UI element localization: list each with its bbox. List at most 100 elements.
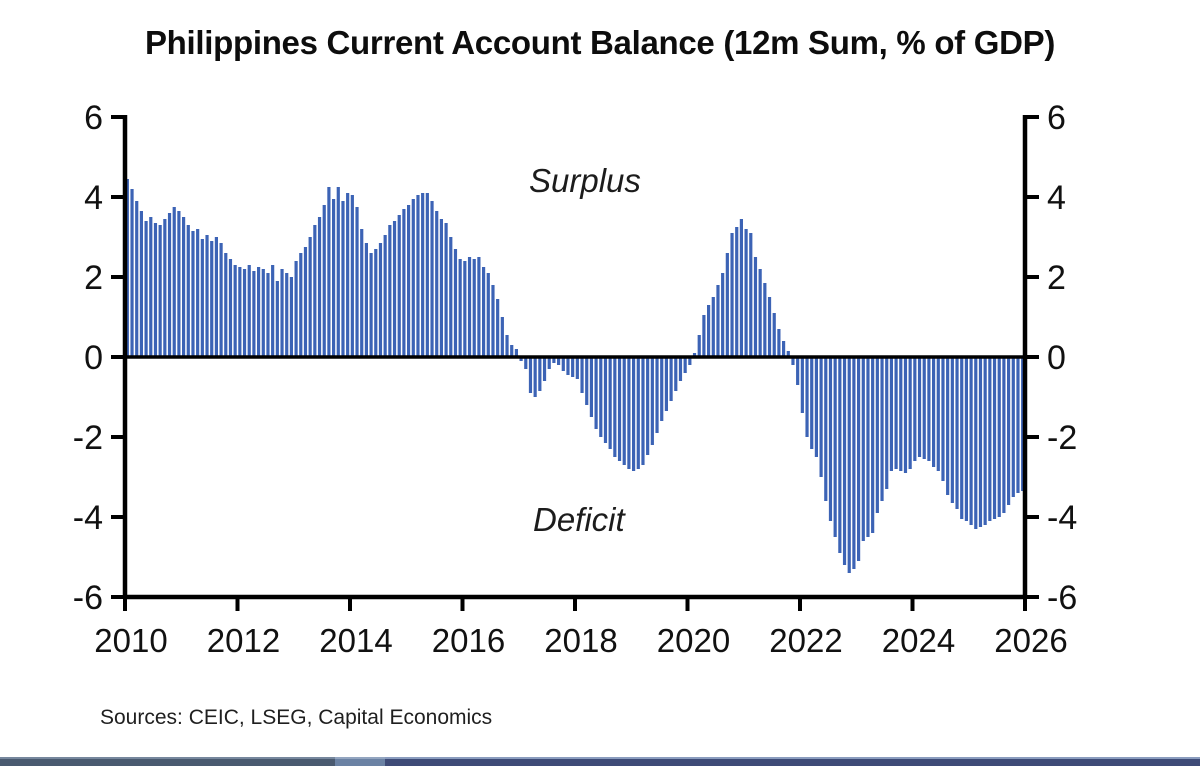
bar	[730, 233, 734, 357]
bar	[636, 357, 640, 469]
bar	[177, 211, 181, 357]
bar	[214, 237, 218, 357]
bar	[932, 357, 936, 467]
bar	[313, 225, 317, 357]
bar	[477, 257, 481, 357]
bar	[496, 299, 500, 357]
bar	[786, 351, 790, 357]
bar	[842, 357, 847, 565]
bar	[1002, 357, 1006, 513]
bar	[664, 357, 668, 411]
bar	[927, 357, 931, 461]
bar	[913, 357, 917, 461]
bar	[585, 357, 589, 405]
bar	[688, 357, 692, 365]
bar	[711, 297, 715, 357]
bar	[163, 219, 167, 357]
bar	[453, 249, 458, 357]
bar	[364, 243, 368, 357]
bar	[1021, 357, 1025, 491]
bar	[510, 345, 514, 357]
bar	[402, 209, 406, 357]
bar	[167, 213, 172, 357]
bar	[650, 357, 654, 445]
bar	[885, 357, 889, 489]
bar	[463, 261, 467, 357]
bar	[547, 357, 551, 369]
bar	[753, 257, 758, 357]
bar	[289, 277, 293, 357]
bar	[969, 357, 973, 525]
bar	[186, 225, 190, 357]
bar	[158, 225, 162, 357]
bar	[196, 229, 200, 357]
bar	[767, 297, 772, 357]
bar	[388, 225, 392, 357]
bar	[599, 357, 603, 437]
sources-text: Sources: CEIC, LSEG, Capital Economics	[100, 706, 493, 729]
bar	[407, 205, 411, 357]
bar	[917, 357, 922, 457]
bar	[1016, 357, 1020, 493]
bar	[411, 199, 415, 357]
x-axis-label: 2018	[544, 622, 617, 659]
bar	[439, 219, 443, 357]
bar	[542, 357, 547, 381]
bar	[350, 195, 354, 357]
bar	[182, 217, 186, 357]
bar	[805, 357, 809, 437]
bar	[322, 205, 326, 357]
bar	[950, 357, 954, 503]
bar	[139, 211, 143, 357]
bar	[791, 357, 795, 365]
bar	[810, 357, 814, 449]
bar	[847, 357, 851, 573]
bar	[617, 357, 622, 461]
y-axis-label-right: -6	[1047, 579, 1077, 617]
taskbar-strip-segment-left	[0, 757, 335, 766]
x-axis-label: 2020	[657, 622, 730, 659]
bar	[552, 357, 556, 363]
bar	[814, 357, 818, 457]
bar	[421, 193, 425, 357]
bar	[782, 341, 786, 357]
surplus-annotation: Surplus	[529, 162, 641, 199]
bar	[416, 195, 420, 357]
bar	[997, 357, 1001, 517]
bar	[538, 357, 542, 391]
bar	[238, 267, 242, 357]
bar	[964, 357, 968, 521]
bar	[130, 189, 134, 357]
bar	[678, 357, 683, 381]
taskbar-strip-segment-middle	[335, 757, 385, 766]
bar	[383, 235, 387, 357]
bar	[360, 229, 364, 357]
bar	[880, 357, 884, 501]
y-axis-label-left: 0	[84, 339, 103, 377]
bar	[866, 357, 870, 537]
bar	[739, 219, 743, 357]
y-axis-label-left: -2	[73, 419, 103, 457]
bar	[819, 357, 823, 477]
bar	[683, 357, 687, 373]
bar	[660, 357, 664, 421]
bar	[449, 237, 453, 357]
bar	[355, 207, 359, 357]
bar	[524, 357, 528, 369]
bar	[430, 201, 434, 357]
y-axis-label-right: 0	[1047, 339, 1066, 377]
bar	[557, 357, 561, 365]
bar	[589, 357, 593, 417]
y-axis-label-left: 6	[84, 99, 103, 137]
bar	[575, 357, 579, 379]
bar	[285, 273, 289, 357]
bar	[397, 215, 401, 357]
bar	[744, 229, 748, 357]
bar	[707, 305, 711, 357]
bar	[247, 265, 251, 357]
bar	[528, 357, 533, 393]
bar	[486, 273, 490, 357]
bar	[889, 357, 893, 471]
